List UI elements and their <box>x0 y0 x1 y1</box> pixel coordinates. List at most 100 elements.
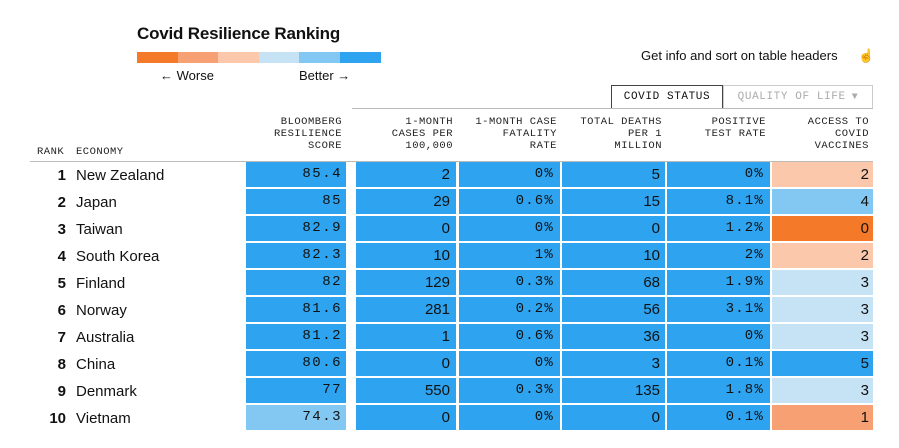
cases-cell: 0 <box>356 216 456 241</box>
score-cell: 85.4 <box>246 162 346 187</box>
cases-cell: 29 <box>356 189 456 214</box>
rank-cell: 1 <box>57 167 66 184</box>
score-cell: 82.3 <box>246 243 346 268</box>
score-cell: 81.6 <box>246 297 346 322</box>
rank-cell: 5 <box>57 275 66 292</box>
positive-rate-cell: 0.1% <box>667 351 770 376</box>
economy-cell: Japan <box>76 194 117 211</box>
cases-cell: 281 <box>356 297 456 322</box>
info-text: Get info and sort on table headers <box>641 48 838 63</box>
economy-cell: China <box>76 356 116 373</box>
header-fatality-rate[interactable]: 1-MONTH CASE FATALITY RATE <box>475 116 557 152</box>
vaccine-cell: 3 <box>772 297 873 322</box>
economy-cell: Australia <box>76 329 135 346</box>
score-cell: 82.9 <box>246 216 346 241</box>
cases-cell: 550 <box>356 378 456 403</box>
cases-cell: 2 <box>356 162 456 187</box>
positive-rate-cell: 2% <box>667 243 770 268</box>
cases-cell: 129 <box>356 270 456 295</box>
legend-swatch <box>299 52 340 63</box>
deaths-cell: 15 <box>562 189 665 214</box>
vaccine-cell: 4 <box>772 189 873 214</box>
deaths-cell: 56 <box>562 297 665 322</box>
header-rank[interactable]: RANK <box>37 146 65 158</box>
vaccine-cell: 2 <box>772 243 873 268</box>
legend-swatch <box>137 52 178 63</box>
score-cell: 74.3 <box>246 405 346 430</box>
economy-cell: South Korea <box>76 248 160 265</box>
tab-covid-status[interactable]: COVID STATUS <box>611 85 723 109</box>
legend-swatch <box>177 52 219 63</box>
deaths-cell: 68 <box>562 270 665 295</box>
tab-quality-of-life-label: QUALITY OF LIFE <box>737 91 846 103</box>
fatality-cell: 0% <box>459 216 560 241</box>
score-cell: 82 <box>246 270 346 295</box>
legend-swatch <box>218 52 259 63</box>
positive-rate-cell: 1.8% <box>667 378 770 403</box>
rank-cell: 9 <box>57 383 66 400</box>
table-row: 9 Denmark 77 550 0.3% 135 1.8% 3 <box>0 378 899 405</box>
legend-worse-label: ← Worse <box>160 68 214 83</box>
table-row: 2 Japan 85 29 0.6% 15 8.1% 4 <box>0 189 899 216</box>
table-row: 5 Finland 82 129 0.3% 68 1.9% 3 <box>0 270 899 297</box>
deaths-cell: 3 <box>562 351 665 376</box>
fatality-cell: 0.2% <box>459 297 560 322</box>
score-cell: 85 <box>246 189 346 214</box>
positive-rate-cell: 0% <box>667 162 770 187</box>
table-row: 7 Australia 81.2 1 0.6% 36 0% 3 <box>0 324 899 351</box>
tab-covid-status-label: COVID STATUS <box>623 91 711 103</box>
vaccine-cell: 1 <box>772 405 873 430</box>
header-positive-test-rate[interactable]: POSITIVE TEST RATE <box>704 116 766 140</box>
positive-rate-cell: 8.1% <box>667 189 770 214</box>
table-row: 6 Norway 81.6 281 0.2% 56 3.1% 3 <box>0 297 899 324</box>
economy-cell: Norway <box>76 302 127 319</box>
cases-cell: 1 <box>356 324 456 349</box>
rank-cell: 6 <box>57 302 66 319</box>
positive-rate-cell: 0% <box>667 324 770 349</box>
fatality-cell: 0% <box>459 162 560 187</box>
chevron-down-icon: ▼ <box>851 91 859 103</box>
deaths-cell: 135 <box>562 378 665 403</box>
vaccine-cell: 3 <box>772 378 873 403</box>
page-title: Covid Resilience Ranking <box>137 24 341 43</box>
positive-rate-cell: 0.1% <box>667 405 770 430</box>
vaccine-cell: 5 <box>772 351 873 376</box>
fatality-cell: 1% <box>459 243 560 268</box>
positive-rate-cell: 1.9% <box>667 270 770 295</box>
economy-cell: Finland <box>76 275 126 292</box>
score-cell: 81.2 <box>246 324 346 349</box>
header-resilience-score[interactable]: BLOOMBERG RESILIENCE SCORE <box>273 116 342 152</box>
cases-cell: 0 <box>356 405 456 430</box>
deaths-cell: 10 <box>562 243 665 268</box>
deaths-cell: 5 <box>562 162 665 187</box>
vaccine-cell: 3 <box>772 270 873 295</box>
rank-cell: 2 <box>57 194 66 211</box>
header-economy[interactable]: ECONOMY <box>76 146 124 158</box>
tab-quality-of-life[interactable]: QUALITY OF LIFE ▼ <box>723 85 873 109</box>
legend-swatch <box>258 52 300 63</box>
table-row: 4 South Korea 82.3 10 1% 10 2% 2 <box>0 243 899 270</box>
divider <box>352 108 873 109</box>
fatality-cell: 0.6% <box>459 189 560 214</box>
positive-rate-cell: 1.2% <box>667 216 770 241</box>
deaths-cell: 36 <box>562 324 665 349</box>
header-vaccine-access[interactable]: ACCESS TO COVID VACCINES <box>807 116 869 152</box>
deaths-cell: 0 <box>562 405 665 430</box>
color-legend <box>137 52 381 63</box>
economy-cell: Denmark <box>76 383 137 400</box>
header-total-deaths[interactable]: TOTAL DEATHS PER 1 MILLION <box>580 116 662 152</box>
rank-cell: 8 <box>57 356 66 373</box>
fatality-cell: 0.3% <box>459 378 560 403</box>
cases-cell: 10 <box>356 243 456 268</box>
cases-cell: 0 <box>356 351 456 376</box>
table-row: 10 Vietnam 74.3 0 0% 0 0.1% 1 <box>0 405 899 432</box>
vaccine-cell: 3 <box>772 324 873 349</box>
legend-better-label: Better → <box>299 68 351 83</box>
rank-cell: 7 <box>57 329 66 346</box>
header-divider <box>30 161 873 162</box>
deaths-cell: 0 <box>562 216 665 241</box>
header-cases[interactable]: 1-MONTH CASES PER 100,000 <box>391 116 453 152</box>
fatality-cell: 0% <box>459 351 560 376</box>
fatality-cell: 0.3% <box>459 270 560 295</box>
fatality-cell: 0% <box>459 405 560 430</box>
